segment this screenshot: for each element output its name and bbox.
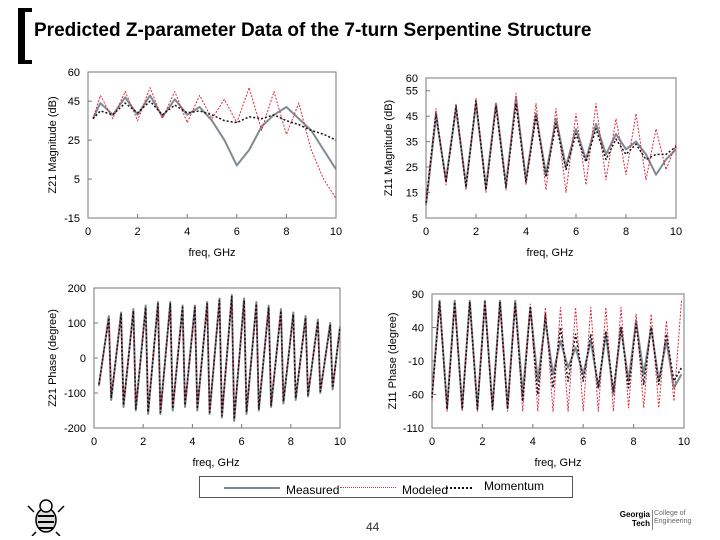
x-tick-label: 4 [189,436,195,448]
plot-frame [93,287,341,429]
page-number: 44 [366,520,380,534]
y-tick-label: 35 [406,137,418,149]
x-tick-label: 8 [283,226,289,238]
y-tick-label: 100 [68,318,86,330]
y-axis-label: Z11 Magnitude (dB) [383,100,395,196]
y-tick-label: -10 [408,356,424,368]
series-line-modeled [425,92,677,201]
x-tick-label: 4 [184,226,190,238]
series-line-modeled [92,87,337,199]
x-tick-label: 0 [429,436,435,448]
x-tick-label: 8 [631,436,637,448]
x-tick-label: 0 [91,436,97,448]
legend-label-momentum: Momentum [484,479,545,493]
x-tick-label: 8 [288,436,294,448]
chart-panel-3: 200 100 0 -100 -200 0 2 4 6 8 10 Z21 Phase (degree)… [47,283,346,469]
x-tick-label: 2 [479,436,485,448]
y-tick-label: -15 [64,213,80,225]
y-tick-label: 0 [80,353,86,365]
y-tick-label: 60 [68,67,80,79]
y-axis-label: Z11 Phase (degree) [387,312,399,409]
logo-divider [652,510,653,530]
x-tick-label: 6 [239,436,245,448]
y-axis-label: Z21 Phase (degree) [47,309,59,407]
legend-label-modeled: Modeled [402,483,449,497]
series-line-modeled [431,300,682,412]
page-title: Predicted Z-parameter Data of the 7-turn… [34,20,592,41]
x-tick-label: 4 [530,436,536,448]
x-tick-label: 2 [140,436,146,448]
plot-frame [87,71,337,219]
y-tick-label: -110 [403,423,424,435]
x-tick-label: 8 [623,226,629,238]
legend-swatch-momentum [446,487,472,489]
x-axis-label: freq, GHz [192,457,239,469]
x-tick-label: 6 [234,226,240,238]
legend-label-measured: Measured [286,483,340,497]
x-axis-label: freq, GHz [526,247,573,259]
y-tick-label: -200 [64,423,86,435]
series-line-momentum [425,100,677,203]
title-bracket [18,8,32,64]
x-tick-label: 2 [135,226,141,238]
series-line-measured [92,94,337,170]
series-line-measured [97,294,341,422]
series-line-momentum [431,301,683,410]
y-tick-label: -100 [64,388,86,400]
y-tick-label: 25 [68,135,80,147]
chart-panel-4: 90 40 -10 -60 -110 0 2 4 6 8 10 Z11 Phase (degree) f… [387,289,690,469]
x-tick-label: 10 [670,226,682,238]
x-tick-label: 0 [423,226,429,238]
x-tick-label: 2 [473,226,479,238]
series-line-momentum [92,100,337,141]
y-tick-label: 5 [74,174,80,186]
y-tick-label: -60 [408,390,424,402]
x-tick-label: 6 [573,226,579,238]
x-axis-label: freq, GHz [534,457,581,469]
legend: Measured Modeled Momentum [199,476,573,498]
x-tick-label: 4 [523,226,529,238]
y-tick-label: 25 [406,162,418,174]
x-tick-label: 0 [85,226,91,238]
y-tick-label: 200 [68,283,86,295]
legend-swatch-modeled [340,487,396,488]
y-tick-label: 5 [412,213,418,225]
title-bracket-inner [22,8,34,64]
x-tick-label: 10 [678,436,690,448]
y-axis-label: Z21 Magnitude (dB) [47,96,59,193]
chart-panel-1: 60 45 25 5 -15 0 2 4 6 8 10 Z21 Magnitude (dB) freq,… [47,67,342,259]
logo-left-text: Georgia Tech [619,510,650,528]
y-tick-label: 90 [412,289,424,301]
y-tick-label: 55 [406,86,418,98]
georgia-tech-logo: Georgia Tech College of Engineering [618,508,708,532]
x-tick-label: 6 [580,436,586,448]
yellow-jacket-mascot-icon [27,499,65,536]
x-axis-label: freq, GHz [188,247,235,259]
y-tick-label: 45 [68,96,80,108]
legend-swatch-measured [224,487,280,489]
y-tick-label: 60 [406,73,418,85]
x-tick-label: 10 [330,226,342,238]
x-tick-label: 10 [334,436,346,448]
y-tick-label: 40 [412,323,424,335]
y-tick-label: 45 [406,111,418,123]
y-tick-label: 15 [406,188,418,200]
logo-right-text: College of Engineering [654,510,692,525]
